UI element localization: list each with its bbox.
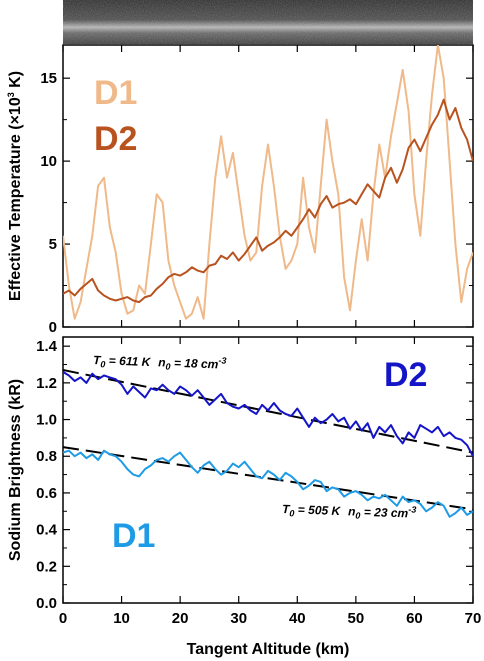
bottom-ytick-label: 1.2 (36, 375, 57, 392)
top-ytick-label: 15 (40, 70, 57, 87)
x-axis-label: Tangent Altitude (km) (187, 641, 350, 658)
bottom-ytick-label: 0.8 (36, 448, 57, 465)
bottom-ytick-label: 0.6 (36, 485, 57, 502)
bottom-ytick-label: 0.0 (36, 595, 57, 612)
top-ticks: 0 5 10 15 (40, 45, 474, 336)
bottom-ytick-label: 1.0 (36, 412, 57, 429)
top-series-d1 (63, 45, 473, 320)
top-ytick-label: 10 (40, 153, 57, 170)
legend-d1-bottom: D1 (112, 517, 155, 555)
legend-d2-top: D2 (94, 120, 137, 158)
x-tick-label: 20 (172, 610, 189, 627)
sodium-brightness-panel: 0.00.20.40.60.81.01.21.40 10 20 30 40 50 60 70 … (7, 336, 481, 658)
top-ytick-label: 5 (49, 236, 57, 253)
x-tick-label: 40 (289, 610, 306, 627)
bottom-ytick-label: 1.4 (36, 338, 58, 355)
top-series-d2 (63, 98, 473, 304)
top-plot-frame (62, 44, 474, 328)
legend-d1-top: D1 (94, 74, 137, 112)
sodium-emission-image (63, 0, 473, 44)
effective-temperature-panel: 0 5 10 15 D1 D2 Effective Temperature (×103… (6, 44, 474, 336)
bottom-series-d2 (63, 371, 473, 457)
bottom-series-group (63, 369, 473, 518)
bottom-series-d1 (63, 449, 473, 518)
x-tick-label: 30 (230, 610, 247, 627)
top-ytick-label: 0 (49, 319, 57, 336)
x-tick-label: 10 (113, 610, 130, 627)
x-tick-label: 70 (465, 610, 482, 627)
x-tick-label: 50 (348, 610, 365, 627)
bottom-ytick-label: 0.2 (36, 558, 57, 575)
top-series-group (63, 45, 473, 320)
bottom-ytick-label: 0.4 (36, 522, 58, 539)
legend-d2-bottom: D2 (384, 356, 427, 394)
x-tick-label: 0 (59, 610, 67, 627)
bottom-ticks: 0.0 0.2 0.4 0.6 0.8 1.0 1.2 1.4 0 10 20 30 40 50 60 70 (36, 337, 481, 627)
top-y-axis-label: Effective Temperature (×103 K) (6, 71, 24, 301)
bottom-y-axis-label: Sodium Brightness (kR) (7, 379, 24, 561)
x-tick-label: 60 (406, 610, 423, 627)
